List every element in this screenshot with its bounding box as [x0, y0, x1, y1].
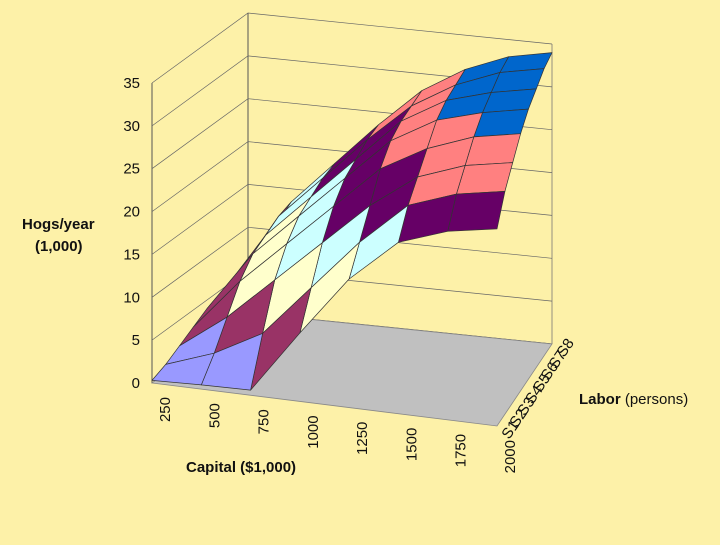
z-axis-title-line2: (1,000) [35, 238, 83, 255]
z-gridline [151, 226, 553, 298]
z-tick-label: 25 [123, 161, 140, 178]
y-axis-title-bold: Labor [579, 391, 621, 408]
z-gridline [151, 12, 553, 84]
x-axis-title: Capital ($1,000) [186, 459, 296, 476]
z-tick-label: 20 [123, 204, 140, 221]
z-tick-label: 30 [123, 118, 140, 135]
z-tick-label: 15 [123, 246, 140, 263]
z-tick-label: 35 [123, 75, 140, 92]
surface-cell [499, 52, 553, 73]
x-tick-label: 1000 [305, 415, 322, 448]
chart-surface [151, 52, 553, 391]
z-tick-label: 10 [123, 289, 140, 306]
x-tick-label: 1750 [453, 434, 470, 467]
y-axis-title-rest: (persons) [621, 391, 689, 408]
z-tick-label: 0 [132, 375, 140, 392]
x-tick-label: 2000 [502, 440, 519, 473]
surface-cell [151, 352, 215, 386]
x-tick-label: 750 [256, 409, 273, 434]
chart-ticks: 0 5 10 15 20 25 30 35 250 500 750 1000 1250 1500 1750 2… [123, 75, 577, 473]
surface-cell [447, 191, 506, 232]
z-tick-label: 5 [132, 332, 140, 349]
x-tick-label: 500 [206, 403, 223, 428]
z-axis-title-line1: Hogs/year [22, 216, 95, 233]
y-axis-title: Labor (persons) [579, 391, 688, 408]
x-tick-label: 1500 [403, 428, 420, 461]
x-tick-label: 1250 [354, 422, 371, 455]
x-tick-label: 250 [157, 397, 174, 422]
